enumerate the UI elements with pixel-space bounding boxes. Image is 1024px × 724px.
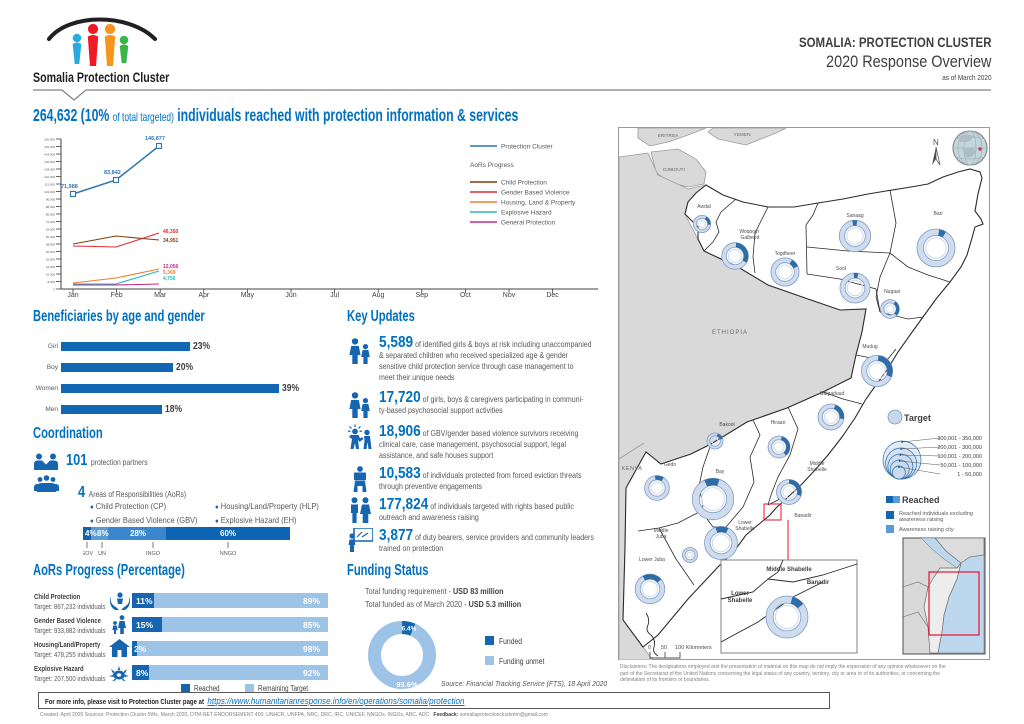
svg-text:152,000: 152,000 (44, 145, 55, 149)
svg-text:Aug: Aug (372, 292, 385, 299)
svg-text:Nov: Nov (503, 292, 516, 299)
svg-text:136,000: 136,000 (44, 160, 55, 164)
svg-text:300,001 - 350,000: 300,001 - 350,000 (937, 436, 982, 442)
svg-text:YEMEN: YEMEN (733, 132, 751, 138)
svg-text:Jan: Jan (67, 292, 78, 299)
svg-text:Middle: Middle (654, 528, 669, 534)
svg-text:100,001 - 200,000: 100,001 - 200,000 (937, 454, 982, 460)
svg-text:56,000: 56,000 (46, 235, 56, 239)
svg-text:Sool: Sool (836, 266, 846, 272)
svg-text:Oct: Oct (460, 292, 471, 299)
svg-text:Galbeed: Galbeed (741, 235, 760, 241)
svg-text:46,350: 46,350 (163, 229, 179, 235)
svg-text:KENYA: KENYA (622, 466, 643, 472)
svg-text:Awdal: Awdal (697, 204, 711, 210)
svg-text:Juba: Juba (656, 534, 667, 540)
svg-text:Banadir: Banadir (794, 513, 812, 519)
svg-text:93.6%: 93.6% (396, 680, 418, 689)
svg-text:Awareness raising city: Awareness raising city (899, 527, 954, 533)
svg-text:Galgaduud: Galgaduud (820, 391, 845, 397)
svg-text:Shabelle: Shabelle (735, 526, 755, 532)
svg-text:Apr: Apr (198, 292, 210, 299)
svg-text:Middle Shabelle: Middle Shabelle (766, 567, 812, 573)
svg-text:Woqooyi: Woqooyi (739, 229, 758, 235)
svg-text:64,000: 64,000 (46, 227, 56, 231)
svg-text:N: N (933, 138, 939, 147)
svg-text:Housing, Land & Property: Housing, Land & Property (501, 200, 576, 207)
svg-text:12,056: 12,056 (163, 264, 179, 270)
svg-text:AoRs Progress: AoRs Progress (470, 162, 514, 169)
svg-text:72,000: 72,000 (46, 220, 56, 224)
svg-text:Jun: Jun (285, 292, 296, 299)
svg-text:Mar: Mar (154, 292, 167, 299)
svg-text:112,000: 112,000 (44, 182, 55, 186)
svg-text:16,000: 16,000 (46, 272, 56, 276)
svg-text:Target: Target (904, 413, 931, 423)
svg-text:NNGO: NNGO (220, 551, 237, 557)
svg-text:Hiraan: Hiraan (771, 420, 786, 426)
svg-text:ERITREA: ERITREA (658, 133, 680, 139)
svg-text:50,001 - 100,000: 50,001 - 100,000 (940, 463, 982, 469)
svg-text:Lower: Lower (731, 591, 749, 597)
svg-text:34,951: 34,951 (163, 238, 179, 244)
svg-text:160,000: 160,000 (44, 137, 55, 141)
svg-text:Shabelle: Shabelle (807, 467, 827, 473)
svg-text:Protection Cluster: Protection Cluster (501, 144, 553, 151)
svg-text:ETHIOPIA: ETHIOPIA (712, 330, 748, 336)
svg-text:Lower: Lower (738, 520, 752, 526)
svg-text:UN: UN (98, 551, 106, 557)
svg-text:GOV: GOV (83, 551, 93, 557)
svg-text:Sep: Sep (416, 292, 429, 299)
svg-text:32,000: 32,000 (46, 257, 56, 261)
svg-text:48,000: 48,000 (46, 242, 56, 246)
svg-text:50: 50 (661, 645, 667, 651)
svg-text:Sanaag: Sanaag (846, 213, 863, 219)
svg-text:8,000: 8,000 (47, 280, 55, 284)
svg-text:INGO: INGO (146, 551, 161, 557)
svg-text:5,369: 5,369 (163, 270, 176, 276)
svg-text:1 - 50,000: 1 - 50,000 (957, 472, 982, 478)
svg-text:DJIBOUTI: DJIBOUTI (663, 167, 685, 173)
svg-text:80,000: 80,000 (46, 212, 56, 216)
svg-text:Lower Juba: Lower Juba (639, 557, 665, 563)
svg-text:Banadir: Banadir (807, 580, 830, 586)
svg-text:Feb: Feb (111, 292, 123, 299)
svg-text:146,877: 146,877 (145, 136, 165, 142)
svg-text:200,001 - 300,000: 200,001 - 300,000 (937, 445, 982, 451)
svg-text:Child Protection: Child Protection (501, 180, 547, 187)
svg-text:Explosive Hazard: Explosive Hazard (501, 210, 552, 217)
svg-text:Nugaal: Nugaal (884, 289, 900, 295)
svg-text:120,000: 120,000 (44, 175, 55, 179)
svg-text:96,000: 96,000 (46, 197, 56, 201)
svg-text:0: 0 (53, 287, 55, 291)
svg-text:128,000: 128,000 (44, 167, 55, 171)
svg-text:24,000: 24,000 (46, 265, 56, 269)
svg-text:Reached: Reached (902, 495, 940, 505)
svg-text:May: May (241, 292, 255, 299)
svg-text:General Protection: General Protection (501, 220, 556, 227)
svg-text:71,988: 71,988 (61, 184, 78, 190)
svg-text:Middle: Middle (810, 461, 825, 467)
svg-text:88,000: 88,000 (46, 205, 56, 209)
svg-text:awareness raising: awareness raising (899, 517, 943, 523)
svg-text:Bay: Bay (716, 469, 725, 475)
svg-text:Mudug: Mudug (862, 344, 878, 350)
svg-text:Bari: Bari (934, 211, 943, 217)
svg-text:Gedo: Gedo (664, 462, 676, 468)
svg-text:Bakool: Bakool (719, 422, 734, 428)
svg-text:6.4%: 6.4% (402, 626, 417, 633)
svg-text:100 Kilometers: 100 Kilometers (675, 645, 712, 651)
svg-text:Jul: Jul (330, 292, 339, 299)
svg-text:144,000: 144,000 (44, 152, 55, 156)
svg-text:Dec: Dec (546, 292, 559, 299)
svg-text:Gender Based Violence: Gender Based Violence (501, 190, 570, 197)
svg-text:4,756: 4,756 (163, 276, 176, 282)
svg-text:40,000: 40,000 (46, 250, 56, 254)
svg-text:Reached individuals excluding: Reached individuals excluding (899, 511, 973, 517)
svg-text:Shabelle: Shabelle (728, 598, 753, 604)
svg-text:0: 0 (648, 645, 651, 651)
svg-text:83,842: 83,842 (104, 170, 121, 176)
svg-text:Togdheer: Togdheer (775, 251, 796, 257)
svg-text:104,000: 104,000 (44, 190, 55, 194)
